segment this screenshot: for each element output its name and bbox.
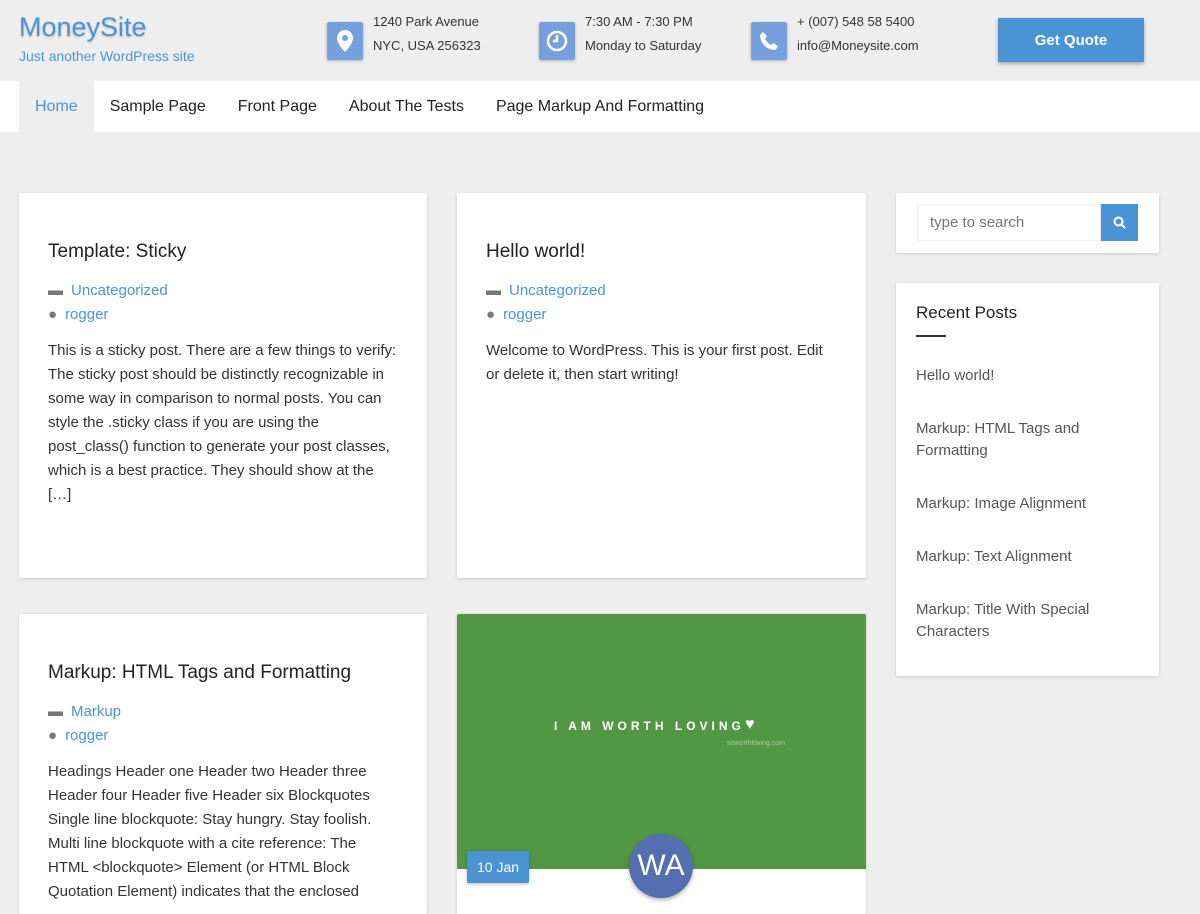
email-address[interactable]: info@Moneysite.com (797, 38, 919, 53)
nav-sample-page[interactable]: Sample Page (109, 98, 206, 115)
post-title[interactable]: Markup: HTML Tags and Formatting (48, 662, 352, 683)
post-author[interactable]: rogger (65, 306, 109, 323)
clock-icon (539, 22, 575, 60)
address-line1: 1240 Park Avenue (373, 14, 480, 29)
location-pin-icon (327, 22, 363, 60)
folder-icon: ▬ (48, 703, 63, 720)
recent-posts-title: Recent Posts (916, 303, 1018, 322)
get-quote-button[interactable]: Get Quote (998, 18, 1144, 62)
post-excerpt: This is a sticky post. There are a few t… (48, 342, 397, 503)
user-icon: ● (48, 306, 58, 323)
recent-post-link[interactable]: Markup: Text Alignment (916, 548, 1072, 565)
site-title[interactable]: MoneySite (19, 12, 147, 42)
recent-post-link[interactable]: Hello world! (916, 367, 995, 384)
post-card: Hello world! ▬ Uncategorized ● rogger Welc… (457, 193, 866, 578)
hours-line1: 7:30 AM - 7:30 PM (585, 14, 693, 29)
post-category[interactable]: Markup (71, 703, 122, 720)
post-card: Template: Sticky ▬ Uncategorized ● rogger … (19, 193, 427, 578)
author-avatar[interactable]: WA (629, 834, 693, 898)
site-tagline: Just another WordPress site (19, 48, 195, 64)
user-icon: ● (48, 727, 58, 744)
search-button[interactable] (1101, 204, 1138, 241)
recent-posts-widget: Recent Posts Hello world! Markup: HTML T… (896, 283, 1159, 676)
post-card: Markup: HTML Tags and Formatting ▬ Markup… (19, 614, 427, 914)
post-title[interactable]: Hello world! (486, 241, 586, 262)
post-title[interactable]: Template: Sticky (48, 241, 187, 262)
post-excerpt: Welcome to WordPress. This is your first… (486, 342, 823, 383)
phone-number[interactable]: + (007) 548 58 5400 (797, 14, 915, 29)
search-icon (1113, 216, 1126, 229)
folder-icon: ▬ (48, 282, 63, 299)
image-url-text: soworthloving.com (727, 740, 785, 747)
nav-page-markup[interactable]: Page Markup And Formatting (495, 98, 705, 115)
diamond-heart-icon: ♥ (745, 716, 755, 733)
nav-home[interactable]: Home (19, 81, 94, 132)
post-excerpt: Headings Header one Header two Header th… (48, 763, 372, 900)
post-author[interactable]: rogger (65, 727, 109, 744)
search-input[interactable] (917, 204, 1101, 241)
post-featured-image[interactable]: I AM WORTH LOVING ♥ soworthloving.com (457, 614, 866, 869)
post-category[interactable]: Uncategorized (509, 282, 606, 299)
image-text: I AM WORTH LOVING (554, 719, 745, 733)
contact-info: + (007) 548 58 5400 info@Moneysite.com (751, 14, 919, 60)
recent-post-link[interactable]: Markup: Image Alignment (916, 495, 1087, 512)
recent-post-link[interactable]: Markup: Title With Special Characters (916, 601, 1090, 640)
nav-front-page[interactable]: Front Page (237, 98, 317, 115)
address-line2: NYC, USA 256323 (373, 38, 481, 53)
title-underline (916, 335, 946, 337)
phone-icon (751, 22, 787, 60)
hours-line2: Monday to Saturday (585, 38, 702, 53)
post-author[interactable]: rogger (503, 306, 547, 323)
hours-info: 7:30 AM - 7:30 PM Monday to Saturday (539, 14, 702, 60)
recent-post-link[interactable]: Markup: HTML Tags and Formatting (916, 420, 1080, 459)
nav-about-the-tests[interactable]: About The Tests (348, 98, 464, 115)
main-nav: Home Sample Page Front Page About The Te… (0, 81, 1200, 132)
post-card-image: I AM WORTH LOVING ♥ soworthloving.com 10… (457, 614, 866, 914)
folder-icon: ▬ (486, 282, 501, 299)
post-category[interactable]: Uncategorized (71, 282, 168, 299)
address-info: 1240 Park Avenue NYC, USA 256323 (327, 14, 481, 60)
user-icon: ● (486, 306, 496, 323)
post-date-badge: 10 Jan (467, 851, 530, 883)
search-widget (896, 193, 1159, 253)
